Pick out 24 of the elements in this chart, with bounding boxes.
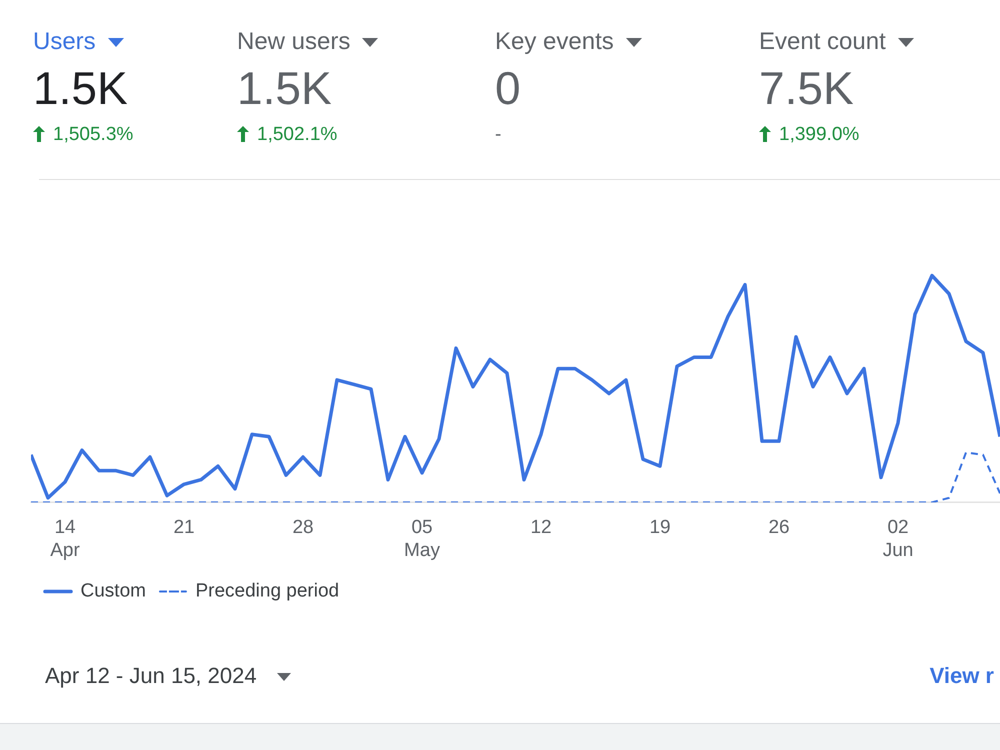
text: -	[495, 124, 502, 145]
legend-label: Custom	[80, 580, 146, 602]
x-tick-label: 28	[292, 517, 314, 538]
text: 1.5K	[237, 61, 333, 116]
x-tick-label: 05 May	[404, 517, 440, 561]
x-tick-label: 19	[649, 517, 671, 538]
text: 1.5K	[33, 61, 129, 116]
text: 7.5K	[759, 61, 855, 116]
legend-label: Preceding period	[195, 580, 340, 602]
text: 1,399.0%	[779, 124, 860, 145]
text: 1,505.3%	[53, 124, 134, 145]
x-tick-label: 26	[768, 517, 790, 538]
text: New users	[237, 28, 350, 55]
text: Users	[33, 28, 96, 55]
x-tick-label: 14 Apr	[50, 517, 80, 561]
x-tick-label: 21	[173, 517, 195, 538]
x-tick-label: 02 Jun	[882, 517, 914, 561]
text: View r	[930, 663, 994, 689]
text: 0	[495, 61, 522, 116]
text: Event count	[759, 28, 886, 55]
text: 1,502.1%	[257, 124, 338, 145]
x-tick-label: 12	[530, 517, 552, 538]
text: Key events	[495, 28, 614, 55]
text: Apr 12 - Jun 15, 2024	[45, 663, 257, 688]
